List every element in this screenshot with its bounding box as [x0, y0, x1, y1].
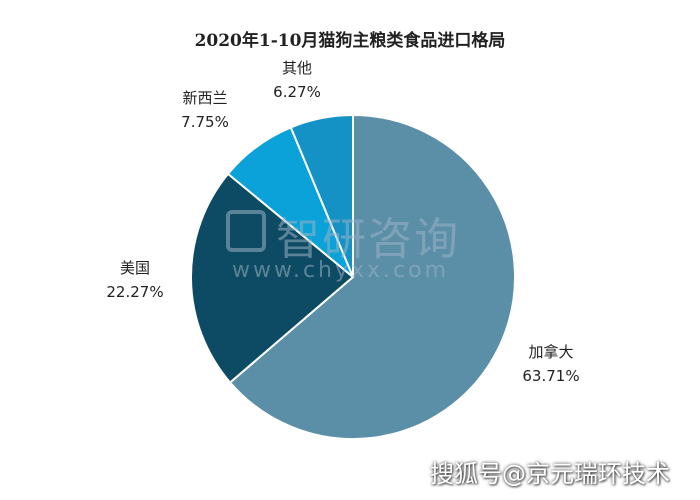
- chart-title: 2020年1-10月猫狗主粮类食品进口格局: [194, 31, 506, 51]
- slice-name-usa: 美国: [119, 259, 150, 277]
- footer-watermark: 搜狐号@京元瑞环技术: [430, 460, 670, 488]
- slice-label-usa: 美国 22.27%: [100, 256, 170, 304]
- watermark-text: 智研咨询: [276, 214, 460, 265]
- slice-name-canada: 加拿大: [528, 343, 574, 361]
- slice-name-newzealand: 新西兰: [182, 89, 228, 107]
- slice-name-other: 其他: [281, 59, 312, 77]
- slice-value-canada: 63.71%: [522, 367, 580, 385]
- slice-label-newzealand: 新西兰 7.75%: [170, 86, 240, 134]
- watermark-url: www.chyxx.com: [232, 258, 450, 283]
- slice-label-canada: 加拿大 63.71%: [516, 340, 586, 388]
- watermark-logo-icon: [226, 210, 266, 252]
- slice-value-newzealand: 7.75%: [181, 113, 229, 131]
- pie-slice-other: [289, 113, 354, 278]
- slice-value-other: 6.27%: [273, 83, 321, 101]
- pie-slice-usa: [190, 172, 355, 384]
- slice-value-usa: 22.27%: [106, 283, 164, 301]
- pie-slice-canada: [228, 113, 516, 440]
- slice-label-other: 其他 6.27%: [262, 56, 332, 104]
